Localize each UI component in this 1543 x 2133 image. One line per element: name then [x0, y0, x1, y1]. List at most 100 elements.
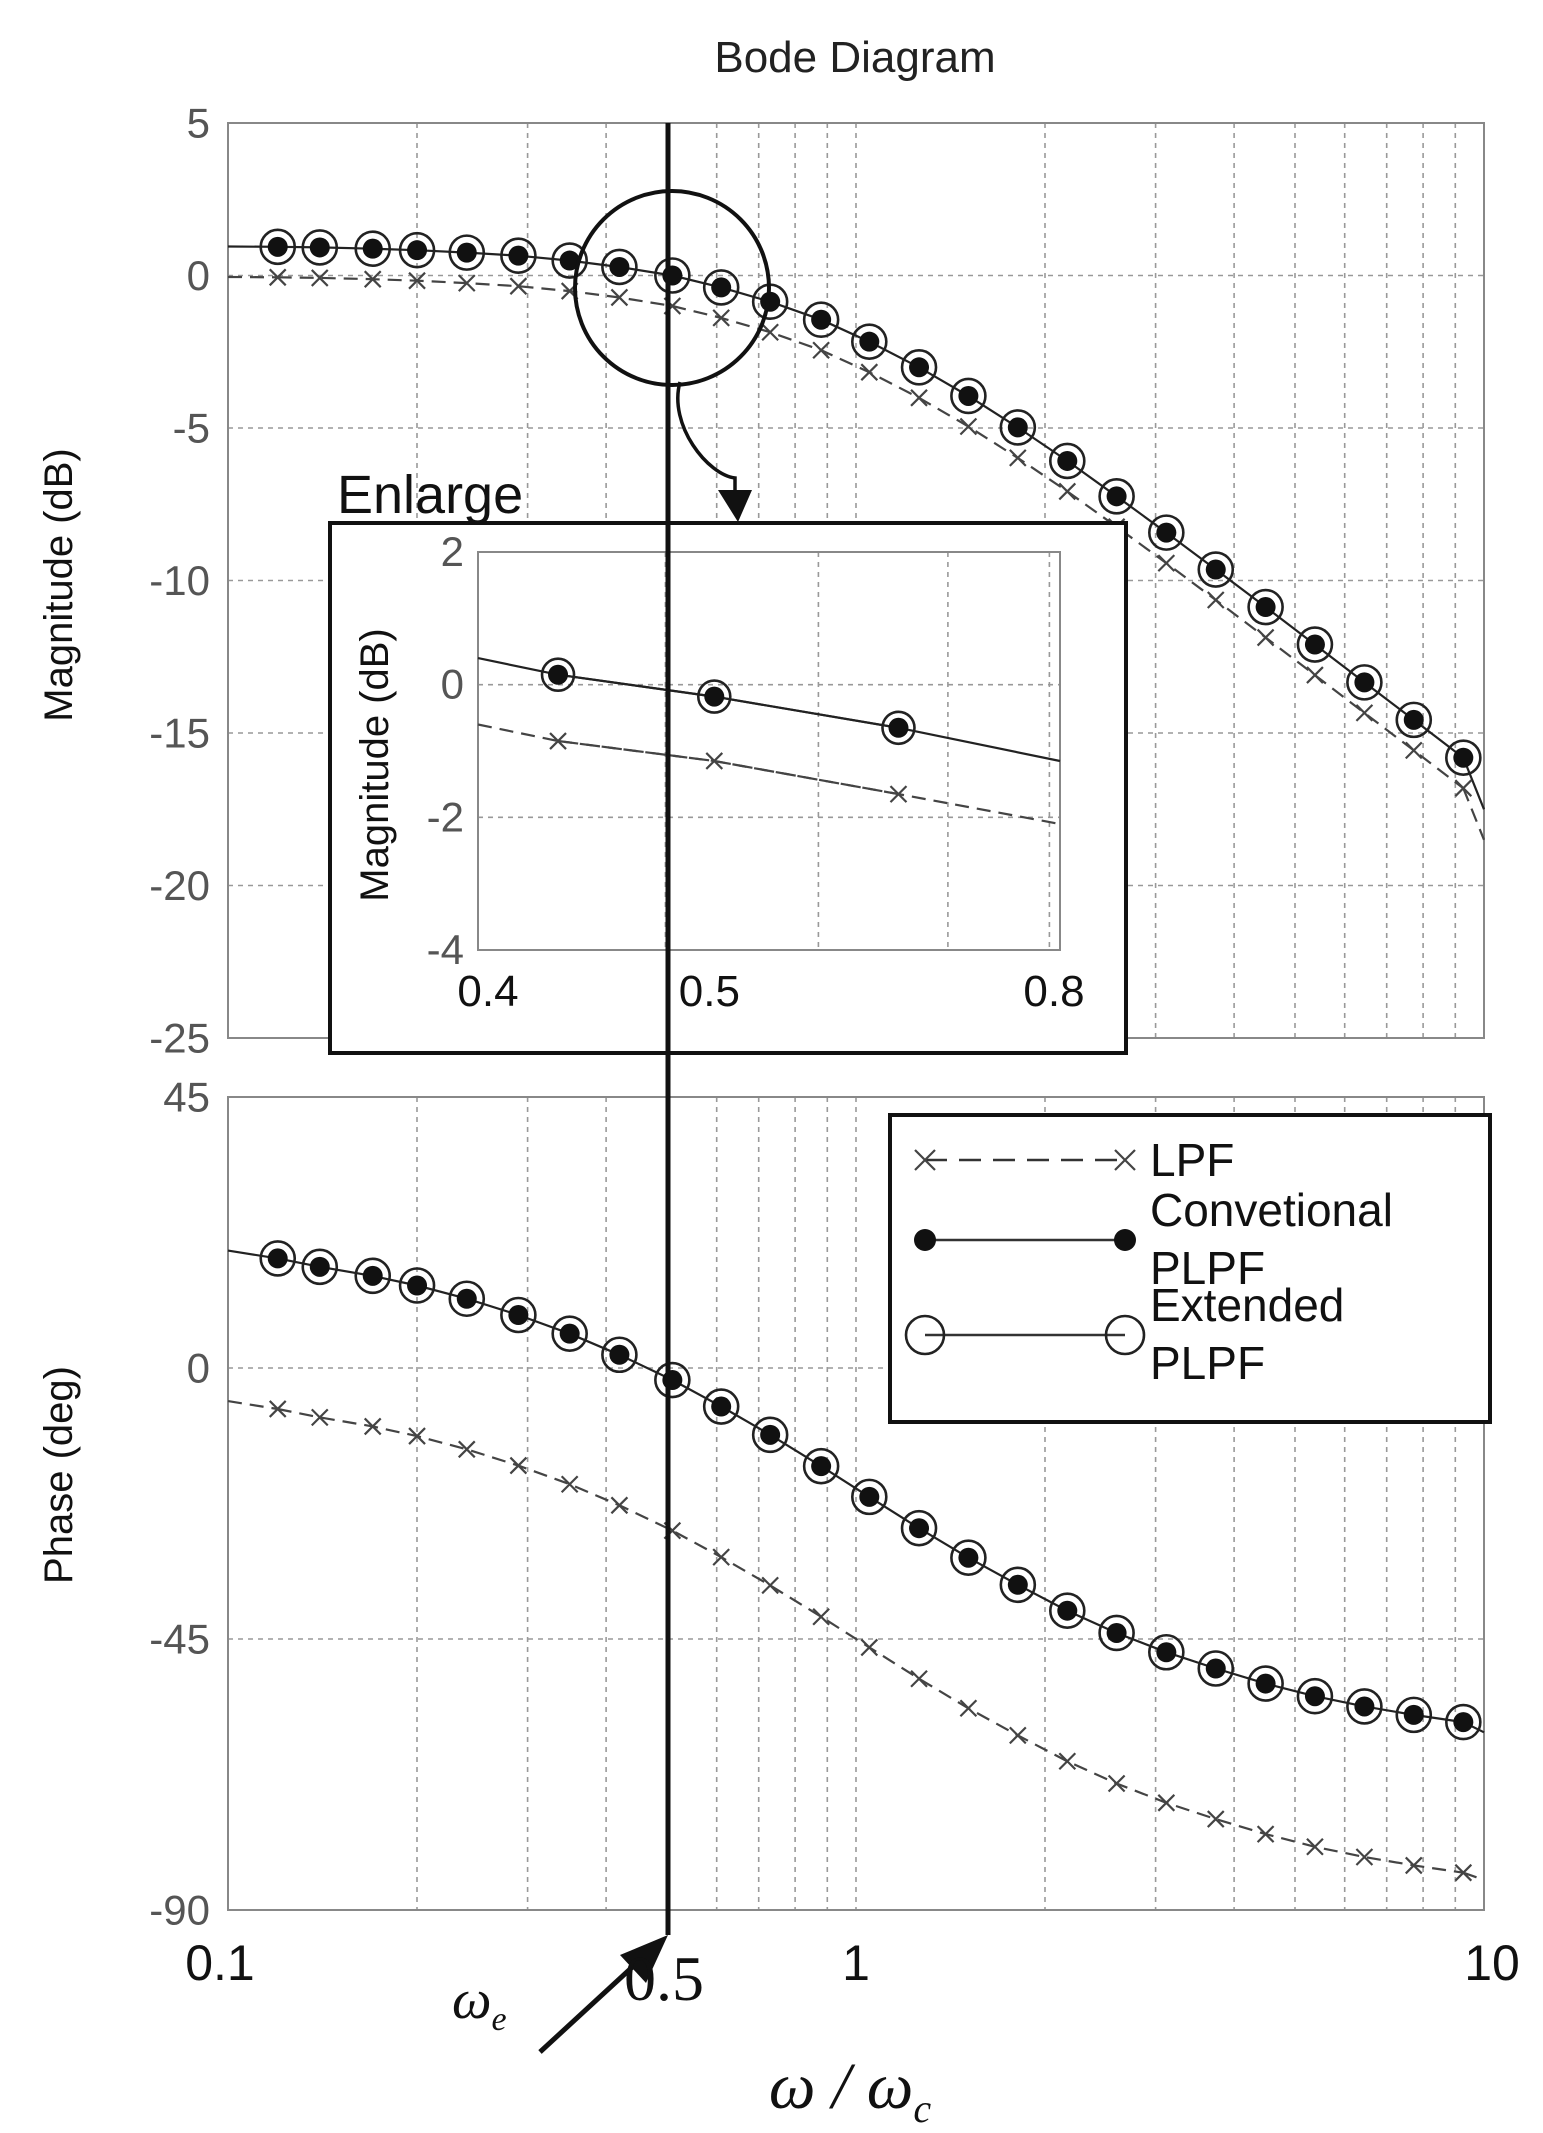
- conventional-plpf-point: [609, 1344, 630, 1365]
- inset-series: [477, 657, 1061, 826]
- conventional-plpf-point: [548, 664, 569, 685]
- conventional-plpf-point: [609, 256, 630, 277]
- omega-e-symbol: ωe: [452, 1969, 507, 2038]
- lpf-point: [310, 1408, 329, 1427]
- extended-plpf-point: [551, 1315, 588, 1352]
- extended-plpf-point: [1148, 1633, 1185, 1671]
- lpf-point: [408, 1427, 426, 1445]
- magnitude-y-tick-label: 0: [187, 252, 210, 299]
- phase-series: [227, 1240, 1485, 1882]
- extended-plpf-point: [259, 228, 297, 266]
- conventional-plpf-point: [859, 331, 880, 352]
- lpf-point: [712, 1548, 730, 1566]
- lpf-point: [560, 1475, 579, 1494]
- inset-grid: [478, 552, 1060, 950]
- lpf-point: [1157, 1794, 1176, 1812]
- lpf-point: [705, 752, 724, 770]
- inset-plot-frame: [477, 551, 1061, 951]
- omega-e-arrow-shaft: [538, 1958, 642, 2054]
- lpf-point: [268, 268, 287, 287]
- lpf-point: [860, 1638, 879, 1657]
- lpf-point: [860, 363, 879, 381]
- extended-plpf-point: [851, 323, 888, 360]
- lpf-point: [1009, 449, 1027, 467]
- lpf-point: [509, 277, 528, 295]
- conventional-plpf-point: [760, 1424, 781, 1445]
- x-axis-label: ω / ωc: [769, 2050, 932, 2131]
- conventional-plpf-point: [1106, 486, 1127, 507]
- lpf-point: [610, 288, 629, 307]
- conventional-plpf-point: [456, 1288, 477, 1309]
- extended-plpf-point: [448, 1280, 486, 1318]
- conventional-plpf-point: [1007, 1574, 1028, 1595]
- extended-plpf-point: [354, 230, 392, 267]
- lpf-point: [457, 1440, 476, 1459]
- lpf-point: [1256, 628, 1275, 647]
- lpf-point: [1355, 1848, 1374, 1866]
- magnitude-y-tick-label: -5: [173, 405, 210, 452]
- conventional-plpf-point: [1354, 672, 1375, 693]
- conventional-plpf-point: [1156, 1642, 1177, 1663]
- conventional-plpf-point: [811, 1456, 832, 1477]
- conventional-plpf-point: [559, 250, 580, 271]
- conventional-plpf-point: [1304, 1686, 1325, 1707]
- lpf-point: [761, 323, 779, 342]
- omega-e-annotation: ωe 0.5: [452, 1935, 704, 2054]
- magnitude-series: [227, 228, 1486, 841]
- zoom-arrowhead: [718, 490, 752, 522]
- conventional-plpf-point: [362, 238, 383, 259]
- extended-plpf-point: [398, 1267, 436, 1304]
- extended-plpf-point: [881, 710, 916, 746]
- conventional-plpf-point: [1106, 1622, 1127, 1643]
- conventional-plpf-point: [407, 240, 428, 261]
- conventional-plpf-point: [909, 357, 930, 378]
- conventional-plpf-point: [1354, 1696, 1375, 1717]
- lpf-point: [812, 1607, 830, 1626]
- conventional-plpf-point: [309, 1256, 330, 1277]
- series-line-lpf: [1462, 1871, 1485, 1881]
- phase-x-tick-label: 1: [842, 1935, 870, 1991]
- lpf-point: [910, 389, 928, 407]
- lpf-point: [509, 1456, 528, 1475]
- conventional-plpf-point: [1255, 1673, 1276, 1694]
- legend-marker-dot: [914, 1229, 936, 1251]
- inset-x-tick-label: 0.5: [679, 967, 740, 1016]
- extended-plpf-point: [601, 248, 638, 286]
- inset-axes: 2 0 -2 -40.4 0.5 0.8: [427, 528, 1085, 1016]
- legend-entry-lpf: LPF: [914, 1134, 1234, 1186]
- lpf-point: [1009, 1726, 1027, 1745]
- extended-plpf-point: [999, 1566, 1037, 1604]
- conventional-plpf-point: [704, 686, 725, 707]
- omega-e-value-label: 0.5: [624, 1943, 704, 2014]
- lpf-point: [1157, 554, 1176, 572]
- conventional-plpf-point: [508, 1305, 529, 1326]
- lpf-point: [1107, 1774, 1126, 1793]
- extended-plpf-point: [500, 1296, 537, 1334]
- lpf-point: [1405, 741, 1423, 760]
- phase-y-tick-label: -90: [149, 1887, 210, 1934]
- extended-plpf-point: [751, 1416, 789, 1454]
- enlarge-label: Enlarge: [337, 465, 523, 525]
- legend-marker-ring: [1104, 1314, 1146, 1356]
- legend-entry-conv: Convetional PLPF: [914, 1184, 1393, 1294]
- phase-y-tick-label: -45: [149, 1616, 210, 1663]
- inset-x-tick-label: 0.8: [1023, 967, 1084, 1016]
- legend-label: Convetional: [1150, 1184, 1393, 1236]
- extended-plpf-point: [1445, 1703, 1482, 1741]
- magnitude-axes: 50-5-10-15-20-25: [149, 100, 1485, 1062]
- inset-y-tick-label: 2: [441, 528, 464, 575]
- extended-plpf-point: [259, 1240, 297, 1277]
- extended-plpf-point: [1296, 1677, 1334, 1715]
- series-line-lpf: [1462, 787, 1486, 841]
- lpf-point: [1058, 482, 1077, 501]
- conventional-plpf-point: [1057, 1600, 1078, 1621]
- lpf-point: [310, 269, 329, 287]
- omega-e-arrowhead: [620, 1935, 668, 1983]
- conventional-plpf-point: [1403, 1704, 1424, 1725]
- extended-plpf-point: [654, 257, 691, 294]
- conventional-plpf-point: [1205, 1658, 1226, 1679]
- legend-marker-ring: [904, 1314, 946, 1356]
- extended-plpf-point: [950, 377, 987, 415]
- extended-plpf-point: [802, 301, 840, 339]
- phase-y-tick-label: 45: [163, 1074, 210, 1121]
